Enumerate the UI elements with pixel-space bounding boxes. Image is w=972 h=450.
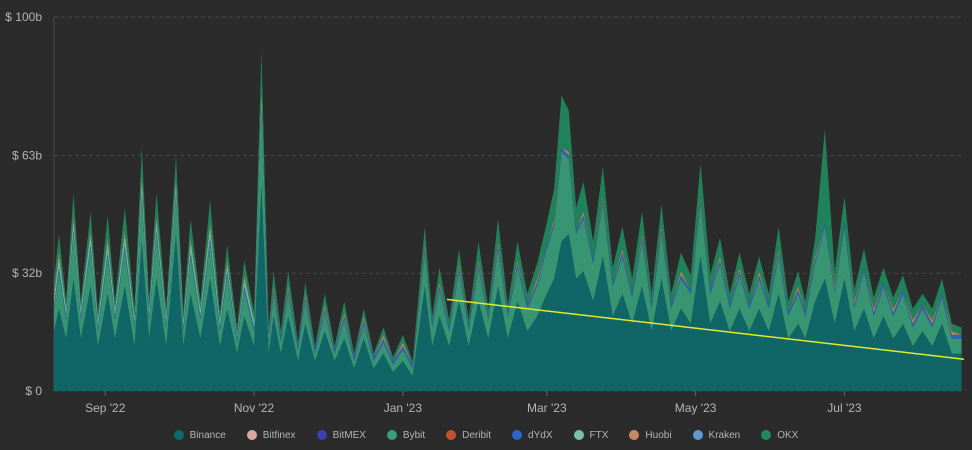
x-tick-label: Mar '23 — [527, 401, 567, 415]
legend-swatch — [446, 430, 457, 440]
legend-label: dYdX — [528, 429, 553, 441]
legend-label: Huobi — [645, 429, 672, 441]
legend-swatch — [629, 430, 640, 440]
legend-swatch — [761, 430, 772, 440]
legend: Binance Bitfinex BitMEX Bybit Deribit dYdX FTX… — [0, 426, 972, 444]
y-tick-label: $ 63b — [12, 148, 42, 162]
legend-label: Kraken — [708, 429, 741, 441]
legend-swatch — [692, 430, 703, 440]
stacked-area-chart: $ 0 $ 32b $ 63b $ 100b Sep '22 Nov '22 Jan '23… — [5, 10, 965, 415]
legend-swatch — [246, 430, 257, 440]
x-tick-label: Nov '22 — [234, 401, 275, 415]
legend-item-deribit[interactable]: Deribit — [446, 430, 491, 441]
legend-item-kraken[interactable]: Kraken — [692, 429, 741, 441]
legend-item-ftx[interactable]: FTX — [573, 429, 609, 441]
legend-item-okx[interactable]: OKX — [761, 430, 798, 441]
legend-swatch — [173, 430, 184, 440]
legend-swatch — [512, 430, 523, 440]
x-tick-label: May '23 — [675, 401, 717, 415]
legend-item-dydx[interactable]: dYdX — [512, 429, 553, 441]
y-tick-label: $ 0 — [25, 384, 42, 398]
area-bybit — [54, 110, 962, 376]
trend-line — [446, 298, 965, 360]
legend-label: Binance — [189, 429, 226, 441]
legend-label: Deribit — [462, 429, 492, 441]
x-tick-label: Sep '22 — [85, 401, 126, 415]
area-binance — [54, 185, 962, 391]
legend-swatch — [316, 430, 327, 440]
y-tick-label: $ 32b — [12, 266, 42, 280]
x-tick-label: Jul '23 — [827, 401, 862, 415]
y-tick-label: $ 100b — [5, 10, 42, 24]
legend-item-bitmex[interactable]: BitMEX — [316, 429, 366, 441]
legend-label: Bitfinex — [262, 429, 296, 441]
legend-swatch — [386, 430, 397, 440]
legend-label: OKX — [777, 429, 799, 441]
legend-item-binance[interactable]: Binance — [173, 429, 226, 441]
series-group — [54, 50, 962, 391]
x-tick-label: Jan '23 — [384, 401, 423, 415]
legend-label: Bybit — [402, 429, 426, 441]
legend-label: FTX — [589, 429, 609, 441]
legend-item-bitfinex[interactable]: Bitfinex — [246, 429, 296, 441]
legend-item-bybit[interactable]: Bybit — [386, 429, 426, 441]
legend-swatch — [573, 430, 584, 440]
legend-label: BitMEX — [332, 429, 366, 441]
legend-item-huobi[interactable]: Huobi — [629, 429, 672, 441]
